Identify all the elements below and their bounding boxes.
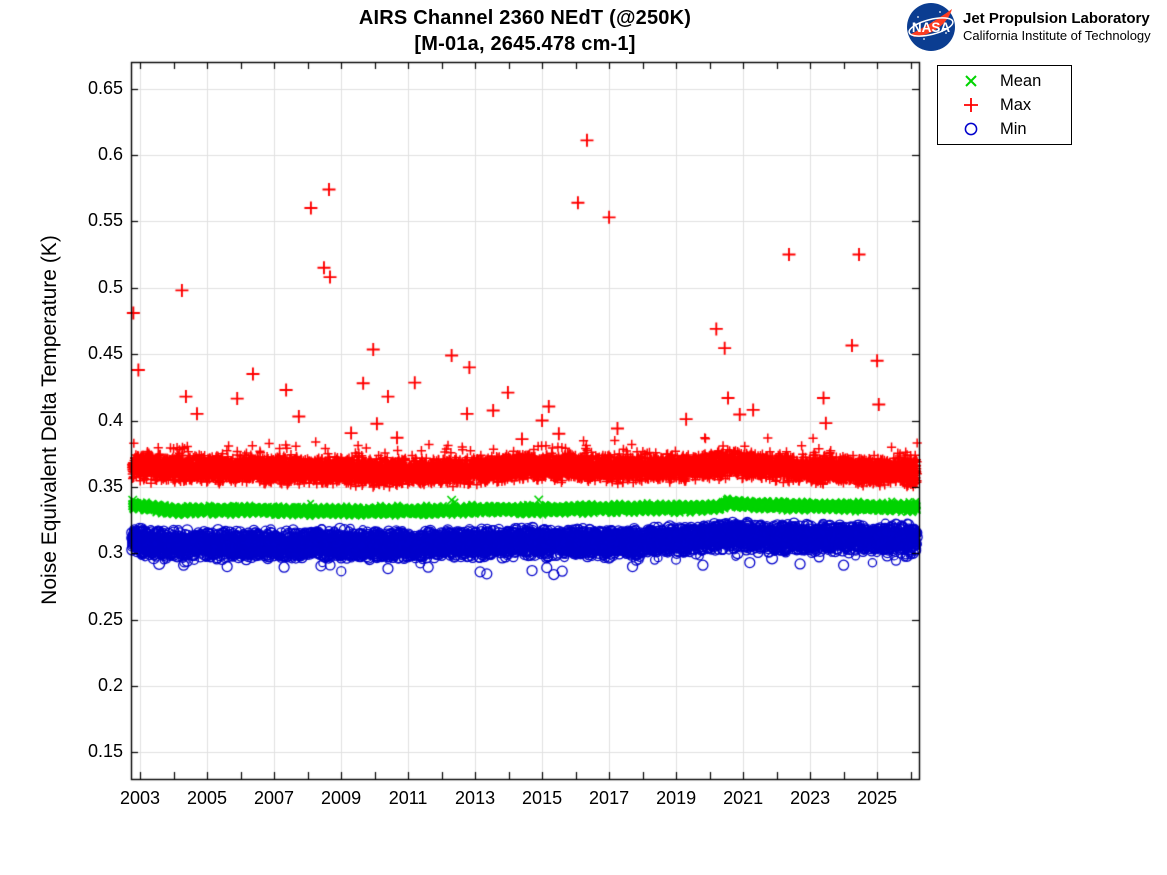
legend-label-max: Max: [1000, 95, 1032, 114]
logo-text: Jet Propulsion Laboratory California Ins…: [963, 10, 1151, 44]
y-axis-label: Noise Equivalent Delta Temperature (K): [38, 235, 61, 605]
y-tick-label: 0.3: [97, 542, 123, 563]
y-tick-label: 0.2: [97, 675, 123, 696]
x-tick-label: 2015: [522, 788, 563, 808]
nasa-meatball-icon: NASA: [907, 3, 955, 51]
legend: Mean Max Min: [937, 65, 1072, 145]
max-plus-marker-icon: [964, 98, 978, 112]
chart-title-line1: AIRS Channel 2360 NEdT (@250K): [358, 7, 692, 29]
chart-title: AIRS Channel 2360 NEdT (@250K) [M-01a, 2…: [131, 5, 919, 57]
x-tick-label: 2023: [790, 788, 831, 808]
y-tick-label: 0.5: [97, 276, 123, 297]
y-tick-label: 0.15: [87, 741, 123, 762]
y-tick-label: 0.65: [87, 77, 123, 98]
x-tick-label: 2009: [321, 788, 362, 808]
x-tick-label: 2007: [254, 788, 295, 808]
x-tick-label: 2003: [120, 788, 161, 808]
legend-label-mean: Mean: [1000, 71, 1042, 90]
y-tick-label: 0.45: [87, 343, 123, 364]
y-tick-label: 0.4: [97, 409, 123, 430]
legend-item-min: Min: [938, 120, 1071, 139]
y-tick-label: 0.35: [87, 475, 123, 496]
logo-org-line2: California Institute of Technology: [963, 28, 1151, 43]
mean-x-marker-icon: [965, 75, 977, 87]
chart-title-line2: [M-01a, 2645.478 cm-1]: [414, 33, 636, 55]
x-tick-label: 2021: [723, 788, 764, 808]
legend-item-mean: Mean: [938, 72, 1071, 91]
legend-item-max: Max: [938, 96, 1071, 115]
x-tick-label: 2011: [388, 788, 428, 808]
x-tick-label: 2005: [187, 788, 228, 808]
x-tick-label: 2019: [656, 788, 697, 808]
min-circle-marker-icon: [964, 122, 978, 136]
y-tick-label: 0.6: [97, 143, 123, 164]
nasa-jpl-logo: NASA Jet Propulsion Laboratory Californi…: [906, 2, 1151, 52]
x-tick-label: 2013: [455, 788, 496, 808]
legend-label-min: Min: [1000, 119, 1027, 138]
logo-org-line1: Jet Propulsion Laboratory: [963, 10, 1150, 27]
y-tick-label: 0.25: [87, 608, 123, 629]
y-tick-label: 0.55: [87, 210, 123, 231]
x-tick-label: 2017: [589, 788, 630, 808]
x-tick-label: 2025: [857, 788, 898, 808]
svg-text:NASA: NASA: [912, 20, 951, 35]
